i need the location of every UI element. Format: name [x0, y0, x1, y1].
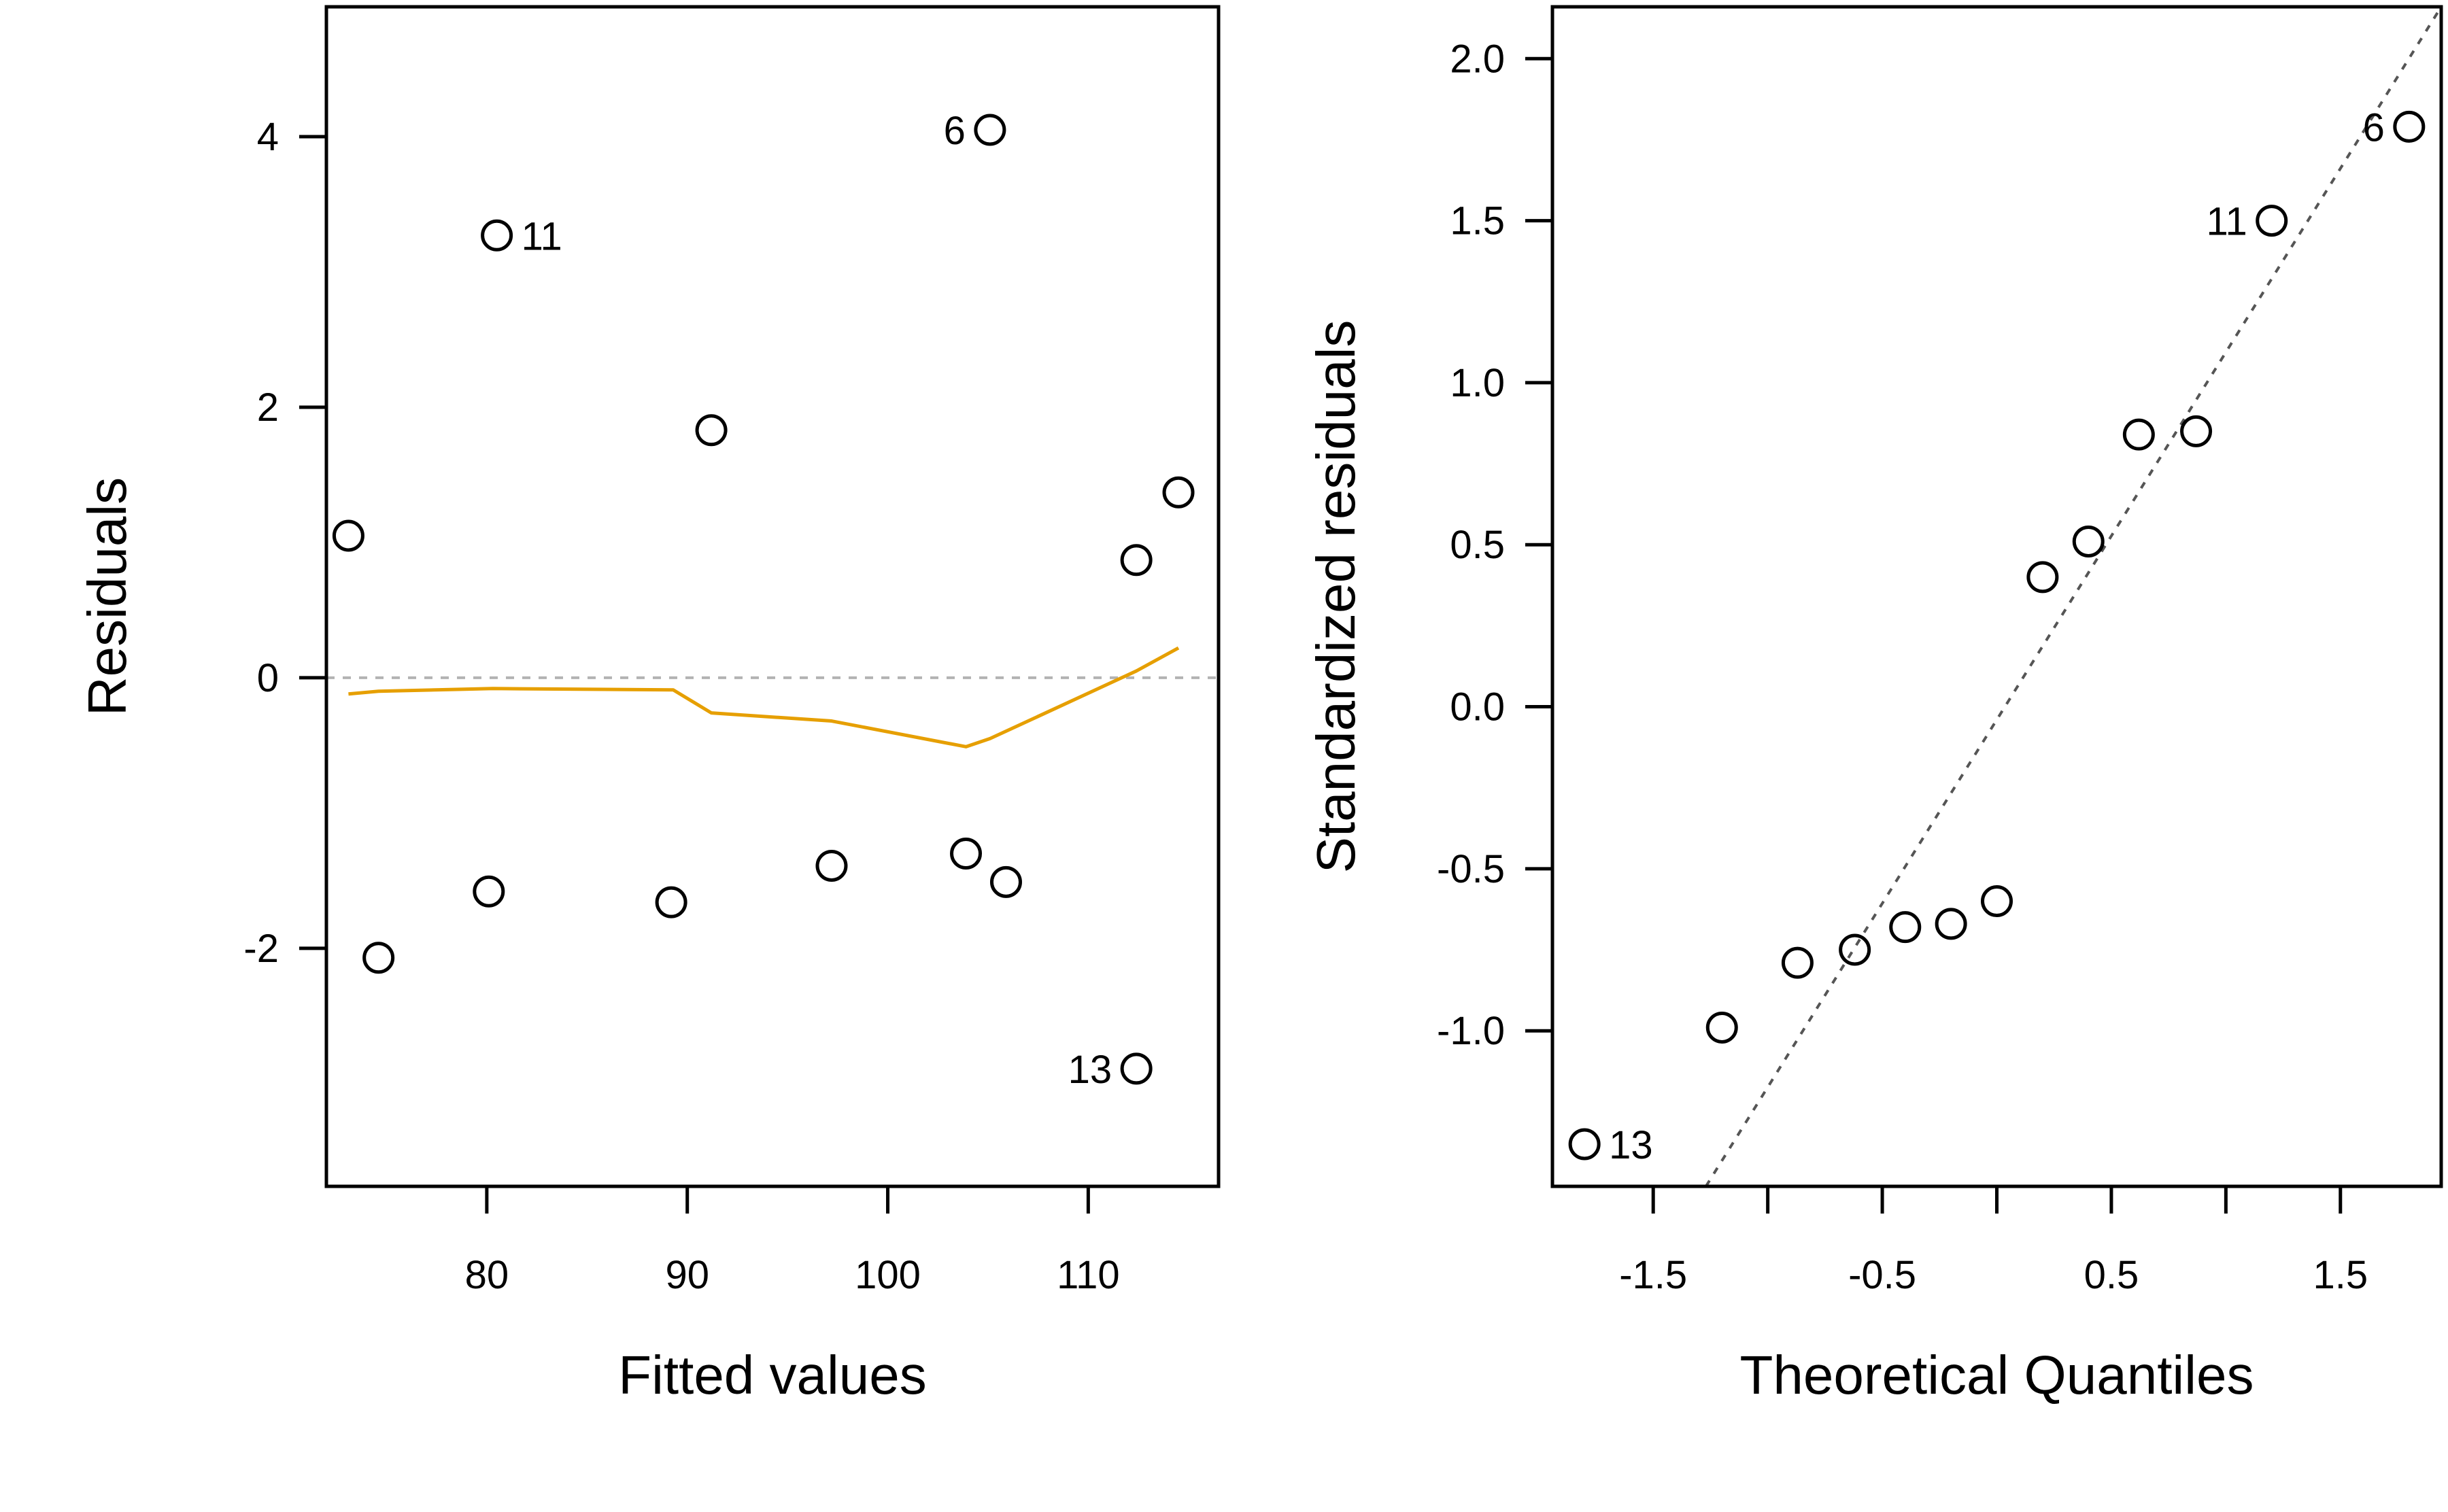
- x-tick-label: 0.5: [2084, 1253, 2139, 1297]
- x-tick-label: 90: [665, 1253, 709, 1297]
- data-point: [950, 838, 983, 870]
- data-point: [1120, 1052, 1153, 1085]
- y-tick-label: 0.5: [1450, 523, 1505, 567]
- point-label: 6: [944, 109, 966, 153]
- y-tick-label: 0: [257, 656, 279, 700]
- data-point: [1120, 544, 1153, 577]
- data-point: [1705, 1011, 1738, 1044]
- data-point: [695, 414, 728, 447]
- data-point: [2122, 418, 2155, 451]
- data-point: [1889, 911, 1922, 944]
- data-point: [974, 114, 1006, 146]
- x-tick-label: 1.5: [2313, 1253, 2368, 1297]
- y-tick-label: 1.5: [1450, 199, 1505, 243]
- data-point: [1839, 933, 1871, 966]
- point-label: 11: [2207, 200, 2247, 244]
- data-point: [1935, 908, 1967, 940]
- data-point: [481, 219, 513, 252]
- data-point: [1568, 1128, 1601, 1161]
- y-tick-label: 2.0: [1450, 37, 1505, 81]
- x-tick-label: 80: [465, 1253, 509, 1297]
- x-tick-label: -0.5: [1848, 1253, 1916, 1297]
- data-point: [815, 849, 848, 882]
- x-axis-title: Fitted values: [618, 1345, 927, 1405]
- y-tick-label: -2: [243, 927, 279, 971]
- data-point: [989, 865, 1022, 898]
- data-point: [2256, 205, 2288, 237]
- qq-reference-line: [1704, 5, 2443, 1188]
- y-tick-label: -0.5: [1437, 847, 1505, 891]
- plot-frame: [324, 5, 1221, 1188]
- x-tick-label: 110: [1057, 1253, 1119, 1297]
- data-point: [2072, 525, 2105, 557]
- data-point: [332, 519, 364, 552]
- data-point: [2180, 415, 2213, 447]
- residuals-vs-fitted-panel: 80 90 100 110 -2 0 2 4 Fitted values Residuals 11 6…: [77, 5, 1221, 1405]
- data-point: [473, 875, 505, 908]
- y-tick-label: 0.0: [1450, 685, 1505, 729]
- data-point: [2026, 561, 2059, 594]
- normal-qq-panel: -1.5 -0.5 0.5 1.5 -1.0 -0.5 0.0 0.5 1.0 1.5 2.0 The…: [1306, 5, 2443, 1405]
- x-tick-label: -1.5: [1619, 1253, 1687, 1297]
- y-tick-label: 4: [257, 115, 279, 159]
- data-point: [1981, 885, 2013, 918]
- y-axis-title: Residuals: [77, 477, 137, 716]
- point-label: 13: [1609, 1123, 1653, 1167]
- data-point: [1162, 476, 1195, 509]
- plot-frame: [1550, 5, 2443, 1188]
- data-point: [2393, 110, 2426, 143]
- y-tick-label: 2: [257, 385, 279, 430]
- smoother-line: [348, 646, 1180, 749]
- y-tick-label: 1.0: [1450, 361, 1505, 405]
- y-tick-label: -1.0: [1437, 1009, 1505, 1053]
- data-point: [1781, 946, 1814, 979]
- point-label: 6: [2363, 105, 2385, 150]
- point-label: 13: [1068, 1048, 1112, 1092]
- x-axis-title: Theoretical Quantiles: [1740, 1345, 2254, 1405]
- point-label: 11: [522, 214, 562, 258]
- x-tick-label: 100: [855, 1253, 921, 1297]
- y-axis-title: Standardized residuals: [1306, 320, 1366, 874]
- data-point: [655, 886, 687, 918]
- data-point: [362, 942, 395, 974]
